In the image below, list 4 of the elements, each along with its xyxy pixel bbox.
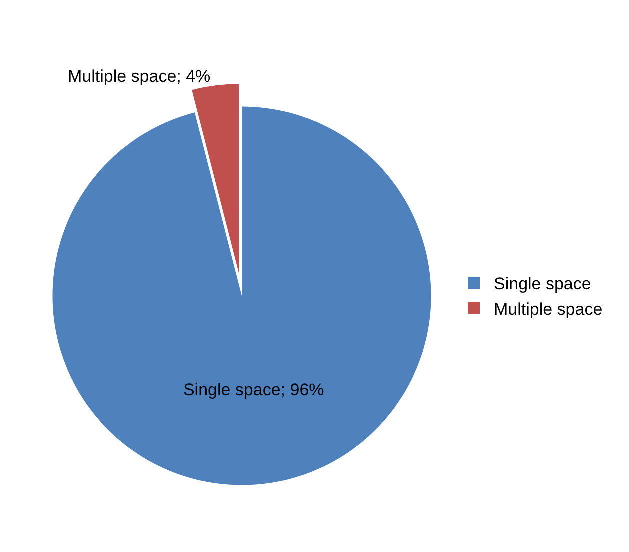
legend-label: Multiple space bbox=[494, 300, 603, 319]
legend-label: Single space bbox=[494, 274, 592, 294]
data-label: Single space; 96% bbox=[183, 380, 324, 400]
data-label: Multiple space; 4% bbox=[68, 66, 211, 86]
